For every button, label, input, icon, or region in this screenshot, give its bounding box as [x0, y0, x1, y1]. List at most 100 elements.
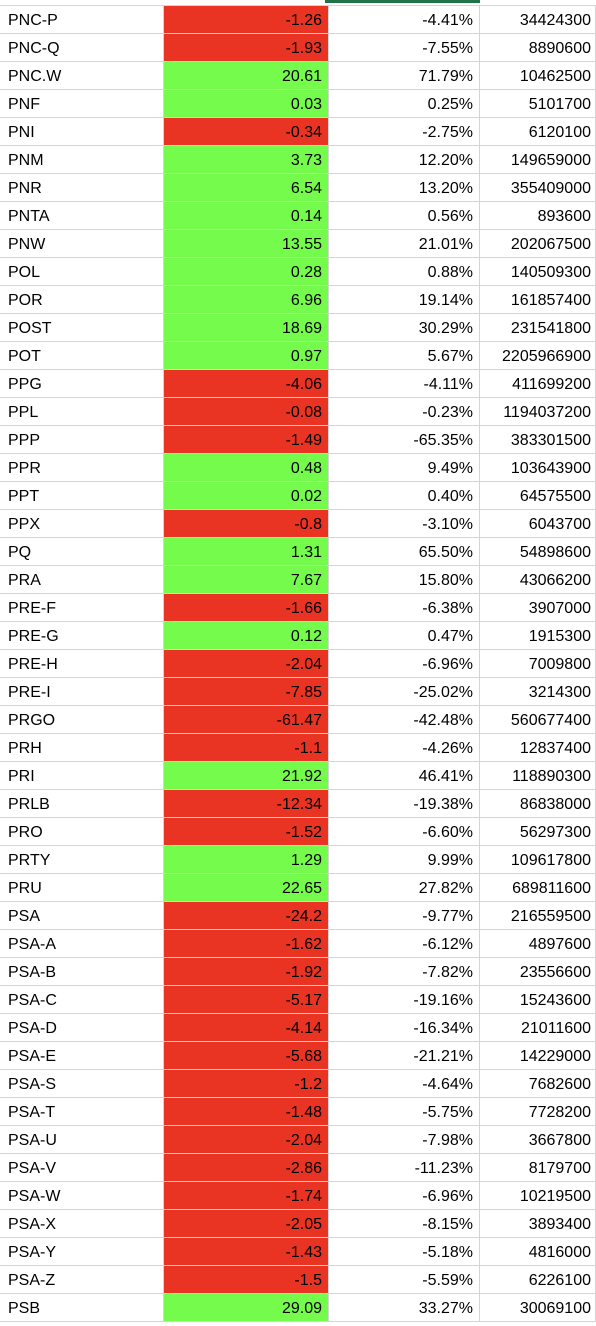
percent-change-cell[interactable]: -21.21%	[329, 1042, 480, 1070]
volume-cell[interactable]: 6226100	[480, 1266, 596, 1294]
change-cell[interactable]: 0.03	[164, 90, 329, 118]
symbol-cell[interactable]: PPL	[0, 398, 164, 426]
percent-change-cell[interactable]: -8.15%	[329, 1210, 480, 1238]
change-cell[interactable]: -4.06	[164, 370, 329, 398]
symbol-cell[interactable]: PRTY	[0, 846, 164, 874]
percent-change-cell[interactable]: 0.47%	[329, 622, 480, 650]
change-cell[interactable]: -1.62	[164, 930, 329, 958]
volume-cell[interactable]: 231541800	[480, 314, 596, 342]
percent-change-cell[interactable]: 0.88%	[329, 258, 480, 286]
change-cell[interactable]: -1.48	[164, 1098, 329, 1126]
symbol-cell[interactable]: PPP	[0, 426, 164, 454]
change-cell[interactable]: 3.73	[164, 146, 329, 174]
volume-cell[interactable]: 8179700	[480, 1154, 596, 1182]
symbol-cell[interactable]: PNI	[0, 118, 164, 146]
percent-change-cell[interactable]: -7.98%	[329, 1126, 480, 1154]
symbol-cell[interactable]: PRGO	[0, 706, 164, 734]
percent-change-cell[interactable]: -19.38%	[329, 790, 480, 818]
change-cell[interactable]: -2.86	[164, 1154, 329, 1182]
symbol-cell[interactable]: PSA-X	[0, 1210, 164, 1238]
volume-cell[interactable]: 103643900	[480, 454, 596, 482]
percent-change-cell[interactable]: 0.40%	[329, 482, 480, 510]
percent-change-cell[interactable]: -25.02%	[329, 678, 480, 706]
percent-change-cell[interactable]: 30.29%	[329, 314, 480, 342]
symbol-cell[interactable]: PNC-Q	[0, 34, 164, 62]
volume-cell[interactable]: 4897600	[480, 930, 596, 958]
percent-change-cell[interactable]: -42.48%	[329, 706, 480, 734]
volume-cell[interactable]: 21011600	[480, 1014, 596, 1042]
volume-cell[interactable]: 23556600	[480, 958, 596, 986]
change-cell[interactable]: -61.47	[164, 706, 329, 734]
volume-cell[interactable]: 149659000	[480, 146, 596, 174]
percent-change-cell[interactable]: 21.01%	[329, 230, 480, 258]
percent-change-cell[interactable]: -5.18%	[329, 1238, 480, 1266]
percent-change-cell[interactable]: -6.12%	[329, 930, 480, 958]
symbol-cell[interactable]: PRE-I	[0, 678, 164, 706]
percent-change-cell[interactable]: -16.34%	[329, 1014, 480, 1042]
percent-change-cell[interactable]: 0.56%	[329, 202, 480, 230]
percent-change-cell[interactable]: -6.96%	[329, 1182, 480, 1210]
percent-change-cell[interactable]: 65.50%	[329, 538, 480, 566]
symbol-cell[interactable]: PSA-T	[0, 1098, 164, 1126]
symbol-cell[interactable]: PNC.W	[0, 62, 164, 90]
change-cell[interactable]: -1.92	[164, 958, 329, 986]
change-cell[interactable]: -4.14	[164, 1014, 329, 1042]
change-cell[interactable]: 7.67	[164, 566, 329, 594]
volume-cell[interactable]: 2205966900	[480, 342, 596, 370]
percent-change-cell[interactable]: 33.27%	[329, 1294, 480, 1322]
volume-cell[interactable]: 161857400	[480, 286, 596, 314]
volume-cell[interactable]: 34424300	[480, 6, 596, 34]
percent-change-cell[interactable]: -5.75%	[329, 1098, 480, 1126]
change-cell[interactable]: -5.17	[164, 986, 329, 1014]
change-cell[interactable]: -2.04	[164, 1126, 329, 1154]
change-cell[interactable]: -0.8	[164, 510, 329, 538]
symbol-cell[interactable]: PQ	[0, 538, 164, 566]
percent-change-cell[interactable]: -4.11%	[329, 370, 480, 398]
volume-cell[interactable]: 109617800	[480, 846, 596, 874]
change-cell[interactable]: -1.93	[164, 34, 329, 62]
symbol-cell[interactable]: PSA-Y	[0, 1238, 164, 1266]
symbol-cell[interactable]: PRI	[0, 762, 164, 790]
percent-change-cell[interactable]: 0.25%	[329, 90, 480, 118]
symbol-cell[interactable]: PSA-V	[0, 1154, 164, 1182]
symbol-cell[interactable]: PNM	[0, 146, 164, 174]
percent-change-cell[interactable]: 27.82%	[329, 874, 480, 902]
symbol-cell[interactable]: PSA	[0, 902, 164, 930]
volume-cell[interactable]: 86838000	[480, 790, 596, 818]
volume-cell[interactable]: 15243600	[480, 986, 596, 1014]
change-cell[interactable]: -1.2	[164, 1070, 329, 1098]
volume-cell[interactable]: 7009800	[480, 650, 596, 678]
volume-cell[interactable]: 5101700	[480, 90, 596, 118]
volume-cell[interactable]: 3214300	[480, 678, 596, 706]
symbol-cell[interactable]: PPT	[0, 482, 164, 510]
percent-change-cell[interactable]: -9.77%	[329, 902, 480, 930]
change-cell[interactable]: 0.48	[164, 454, 329, 482]
change-cell[interactable]: 0.28	[164, 258, 329, 286]
volume-cell[interactable]: 14229000	[480, 1042, 596, 1070]
symbol-cell[interactable]: POL	[0, 258, 164, 286]
symbol-cell[interactable]: PSA-U	[0, 1126, 164, 1154]
symbol-cell[interactable]: POST	[0, 314, 164, 342]
change-cell[interactable]: -0.34	[164, 118, 329, 146]
symbol-cell[interactable]: POR	[0, 286, 164, 314]
volume-cell[interactable]: 43066200	[480, 566, 596, 594]
change-cell[interactable]: 1.31	[164, 538, 329, 566]
change-cell[interactable]: -1.66	[164, 594, 329, 622]
volume-cell[interactable]: 3907000	[480, 594, 596, 622]
symbol-cell[interactable]: PSA-A	[0, 930, 164, 958]
change-cell[interactable]: -7.85	[164, 678, 329, 706]
change-cell[interactable]: -1.5	[164, 1266, 329, 1294]
symbol-cell[interactable]: PPG	[0, 370, 164, 398]
percent-change-cell[interactable]: -2.75%	[329, 118, 480, 146]
symbol-cell[interactable]: PNR	[0, 174, 164, 202]
change-cell[interactable]: 1.29	[164, 846, 329, 874]
change-cell[interactable]: 0.14	[164, 202, 329, 230]
symbol-cell[interactable]: PSB	[0, 1294, 164, 1322]
percent-change-cell[interactable]: -4.41%	[329, 6, 480, 34]
symbol-cell[interactable]: PNTA	[0, 202, 164, 230]
percent-change-cell[interactable]: 12.20%	[329, 146, 480, 174]
percent-change-cell[interactable]: 46.41%	[329, 762, 480, 790]
symbol-cell[interactable]: PRH	[0, 734, 164, 762]
change-cell[interactable]: -1.74	[164, 1182, 329, 1210]
symbol-cell[interactable]: PRO	[0, 818, 164, 846]
